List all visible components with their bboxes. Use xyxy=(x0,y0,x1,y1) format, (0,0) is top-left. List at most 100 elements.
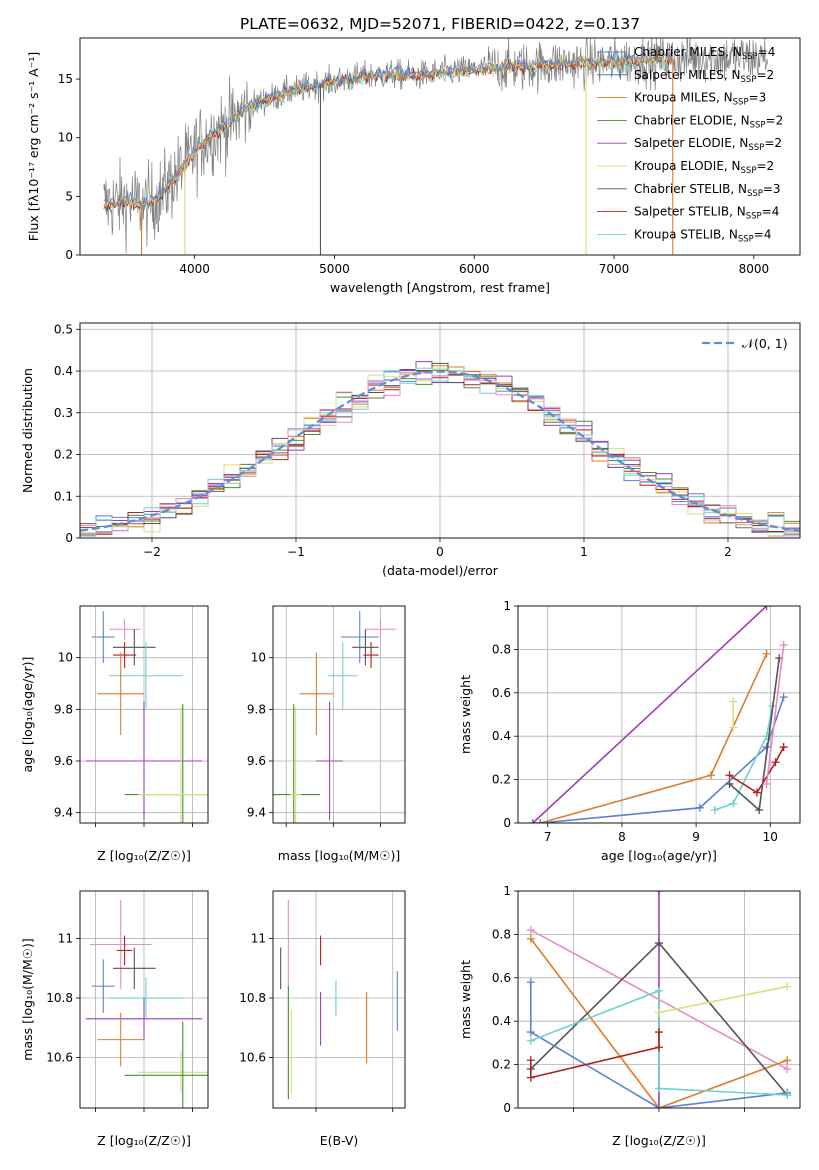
y-axis-label: Flux [fλ10⁻¹⁷ erg cm⁻² s⁻¹ A⁻¹] xyxy=(26,52,41,241)
series-marker xyxy=(771,758,780,767)
y-tick-label: 9.8 xyxy=(54,702,73,716)
axes-frame xyxy=(517,605,801,824)
panel-massweight_vs_age: 7 8 9 10 0 0.2 0.4 0.6 0.8 1 age [log₁₀(age/yr)] ma… xyxy=(458,599,801,863)
series-marker xyxy=(655,1084,663,1093)
y-tick-label: 10.6 xyxy=(239,1050,266,1064)
y-tick-label: 0 xyxy=(65,531,73,545)
legend-entry: Chabrier STELIB, NSSP=3 xyxy=(634,182,781,199)
axes-frame xyxy=(79,322,801,539)
errorbar-point xyxy=(112,629,156,666)
legend-tail: =3 xyxy=(763,182,781,196)
y-axis-label: mass weight xyxy=(458,675,473,754)
legend-entry: Salpeter MILES, NSSP=2 xyxy=(634,68,774,85)
y-axis-label: mass [log₁₀(M/M☉)] xyxy=(20,938,35,1060)
plot-area xyxy=(526,891,792,1108)
y-axis-label: Normed distribution xyxy=(20,368,35,493)
legend-text: Salpeter MILES, N xyxy=(634,68,741,82)
series-line xyxy=(530,1032,660,1079)
errorbar-point xyxy=(91,611,115,663)
panel-age_vs_mass: 9.4 9.6 9.8 10 mass [log₁₀(M/M☉)] xyxy=(247,605,406,863)
series-marker xyxy=(762,649,771,658)
y-tick-label: 9.4 xyxy=(247,806,266,820)
legend-entry: 𝒩(0, 1) xyxy=(742,336,788,351)
y-tick-label: 0.2 xyxy=(492,773,511,787)
series-line xyxy=(729,746,785,794)
y-tick-label: 0.8 xyxy=(492,642,511,656)
series-marker xyxy=(536,819,545,823)
legend-sub: SSP xyxy=(738,234,754,244)
errorbar-point xyxy=(124,1021,208,1108)
y-tick-label: 11 xyxy=(251,932,266,946)
legend-text: Kroupa STELIB, N xyxy=(634,227,738,241)
plot-area xyxy=(273,611,396,823)
y-tick-label: 10.6 xyxy=(46,1050,73,1064)
y-tick-label: 0.2 xyxy=(492,1058,511,1072)
y-tick-label: 11 xyxy=(58,932,73,946)
y-tick-label: 0.3 xyxy=(54,406,73,420)
x-tick-label: 1 xyxy=(580,545,588,559)
x-axis-label: Z [log₁₀(Z/Z☉)] xyxy=(97,848,191,863)
series-marker xyxy=(779,743,788,752)
series-marker xyxy=(755,805,764,814)
y-tick-label: 0 xyxy=(65,248,73,262)
plot-area xyxy=(103,38,768,255)
series-marker xyxy=(695,803,704,812)
legend: 𝒩(0, 1) xyxy=(702,336,788,351)
x-tick-label: −1 xyxy=(287,545,305,559)
series-marker xyxy=(779,641,788,650)
errorbar-point xyxy=(340,611,379,663)
axes-frame xyxy=(272,605,406,824)
x-axis-label: (data-model)/error xyxy=(382,563,499,578)
legend-tail: =2 xyxy=(766,113,784,127)
legend-tail: =3 xyxy=(749,91,767,105)
axes-frame xyxy=(79,890,209,1109)
x-tick-label: 8000 xyxy=(739,262,770,276)
figure-title: PLATE=0632, MJD=52071, FIBERID=0422, z=0… xyxy=(240,15,640,33)
series-marker xyxy=(729,799,738,808)
y-tick-label: 1 xyxy=(503,884,511,898)
y-tick-label: 5 xyxy=(65,189,73,203)
legend-entry: Kroupa MILES, NSSP=3 xyxy=(634,91,766,108)
y-tick-label: 0.6 xyxy=(492,971,511,985)
legend-sub: SSP xyxy=(742,52,758,62)
legend-sub: SSP xyxy=(748,143,764,153)
legend-tail: =4 xyxy=(758,45,776,59)
legend-sub: SSP xyxy=(750,120,766,130)
panel-mass_vs_Z: 10.6 10.8 11 Z [log₁₀(Z/Z☉)] mass [log₁₀(M/M… xyxy=(20,890,209,1148)
series-marker xyxy=(528,819,537,823)
series-line xyxy=(530,982,788,1108)
x-tick-label: −2 xyxy=(143,545,161,559)
legend-sub: SSP xyxy=(733,98,749,108)
x-tick-label: 9 xyxy=(692,830,700,844)
errorbar-point xyxy=(327,642,358,710)
errorbar-point xyxy=(97,1012,144,1067)
errorbar-point xyxy=(352,629,379,666)
x-tick-label: 2 xyxy=(724,545,732,559)
errorbar-point xyxy=(289,706,302,823)
errorbar-point xyxy=(89,899,152,990)
panel-spectrum: 4000 5000 6000 7000 8000 0 5 10 15 wavelength [An… xyxy=(26,37,801,295)
y-tick-label: 0.4 xyxy=(54,364,73,378)
series-line xyxy=(540,696,785,823)
errorbar-point xyxy=(112,947,156,990)
series-line xyxy=(765,644,785,785)
series-line xyxy=(540,653,768,823)
series-marker xyxy=(655,1043,663,1052)
plot-area xyxy=(280,899,398,1100)
series-line xyxy=(714,705,774,811)
legend-sub: SSP xyxy=(747,189,763,199)
series-marker xyxy=(783,1056,792,1065)
errorbar-point xyxy=(363,642,379,668)
model-spectrum xyxy=(103,51,673,211)
series-marker xyxy=(706,771,715,780)
legend-entry: Chabrier MILES, NSSP=4 xyxy=(634,45,775,62)
x-axis-label: Z [log₁₀(Z/Z☉)] xyxy=(612,1133,706,1148)
series-marker xyxy=(725,771,734,780)
series-marker xyxy=(655,1028,663,1037)
y-tick-label: 0.6 xyxy=(492,686,511,700)
errorbar-point xyxy=(85,998,203,1040)
errorbar-point xyxy=(365,618,396,640)
model-spectrum xyxy=(103,52,673,210)
